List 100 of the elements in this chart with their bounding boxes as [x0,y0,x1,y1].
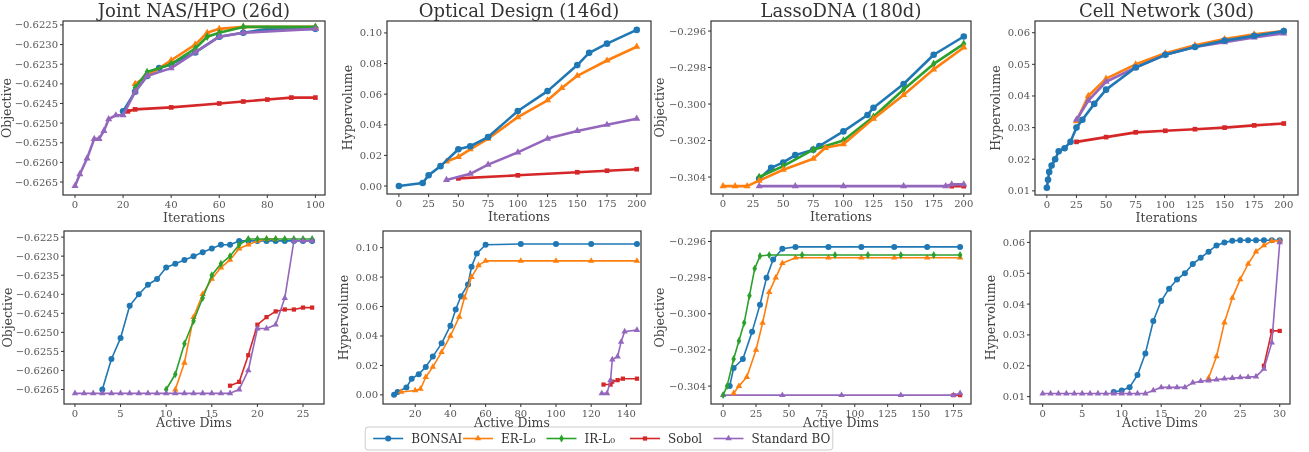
x-tick-label: 175 [1244,199,1264,210]
chart-title: Optical Design (146d) [418,0,620,21]
x-tick-label: 20 [1194,408,1208,419]
y-tick-label: −0.6240 [15,288,59,300]
x-tick-label: 120 [581,408,601,419]
y-tick-label: 0.03 [1007,122,1030,134]
y-tick-label: 0.08 [355,271,378,283]
x-tick-label: 40 [164,199,178,210]
chart-title: Joint NAS/HPO (26d) [95,0,291,21]
x-tick-label: 200 [1274,199,1294,210]
y-tick-label: −0.6250 [15,326,59,338]
x-tick-label: 100 [305,199,325,210]
x-axis-title: Iterations [488,209,550,224]
x-tick-label: 0 [719,408,727,419]
legend-label: ER-L₀ [501,431,536,446]
x-tick-label: 75 [1129,199,1143,210]
y-tick-label: 0.02 [1002,360,1025,372]
legend-label: BONSAI [411,431,463,446]
x-tick-label: 150 [1215,199,1235,210]
y-tick-label: 0.06 [1007,27,1030,39]
y-tick-label: −0.6235 [14,58,58,70]
x-tick-label: 150 [894,198,914,209]
y-tick-label: −0.298 [668,62,706,74]
y-tick-label: 0.04 [1002,298,1025,310]
x-tick-label: 100 [546,408,566,419]
x-tick-label: 20 [408,408,422,419]
y-axis-title: Hypervolume [987,65,1003,151]
y-tick-label: −0.296 [668,25,706,37]
y-tick-label: −0.6240 [14,78,58,90]
y-tick-label: 0.10 [359,27,382,39]
x-tick-label: 0 [1039,408,1046,419]
x-tick-label: 25 [296,408,310,419]
y-tick-label: 0.08 [359,58,382,70]
x-tick-label: 25 [1233,408,1247,419]
x-tick-label: 0 [1043,199,1051,210]
x-tick-label: 50 [1099,199,1113,210]
y-tick-label: 0.02 [1007,153,1030,165]
x-tick-label: 80 [260,199,274,210]
y-axis-title: Objective [652,77,668,138]
x-tick-label: 150 [911,408,931,419]
x-axis-title: Iterations [810,209,872,224]
x-tick-label: 50 [451,198,465,209]
legend-label: Standard BO [751,431,831,446]
y-tick-label: −0.298 [668,272,706,284]
y-tick-label: −0.296 [668,235,706,247]
y-axis-title: Objective [0,287,15,348]
y-tick-label: 0.06 [355,301,378,313]
y-tick-label: −0.6245 [15,307,59,319]
x-tick-label: 200 [954,198,974,209]
y-tick-label: −0.6255 [15,345,59,357]
x-tick-label: 5 [117,408,124,419]
y-tick-label: −0.304 [668,380,706,392]
y-tick-label: −0.6260 [14,156,58,168]
y-tick-label: −0.6255 [14,137,58,149]
x-tick-label: 0 [395,198,403,209]
y-tick-label: 0.05 [1002,267,1025,279]
y-tick-label: 0.04 [359,119,382,131]
y-tick-label: −0.300 [668,98,706,110]
y-tick-label: 0.02 [359,149,382,161]
x-tick-label: 175 [924,198,944,209]
y-tick-label: −0.6225 [15,231,59,243]
x-tick-label: 30 [1273,408,1287,419]
x-tick-label: 100 [1155,199,1175,210]
y-tick-label: 0.01 [1007,185,1030,197]
x-tick-label: 125 [537,198,558,209]
x-tick-label: 200 [627,198,647,209]
legend-label: Sobol [668,431,703,446]
x-tick-label: 20 [116,199,130,210]
x-tick-label: 175 [943,408,964,419]
x-tick-label: 150 [567,198,587,209]
y-tick-label: −0.6245 [14,97,58,109]
x-tick-label: 25 [746,198,760,209]
y-tick-label: 0.06 [1002,236,1025,248]
y-axis-title: Hypervolume [339,64,355,151]
x-tick-label: 75 [806,198,820,209]
legend-label: IR-L₀ [584,431,616,446]
x-tick-label: 125 [1185,199,1205,210]
x-tick-label: 20 [251,408,264,419]
x-tick-label: 140 [616,408,636,419]
x-tick-label: 50 [776,198,790,209]
x-axis-title: Iterations [1135,210,1198,225]
y-tick-label: 0.05 [1007,58,1030,70]
x-tick-label: 25 [749,408,763,419]
x-tick-label: 25 [422,198,435,209]
y-tick-label: −0.6250 [14,117,58,129]
x-tick-label: 125 [863,198,884,209]
chart-title: LassoDNA (180d) [760,0,922,21]
y-tick-label: 0.00 [355,389,378,401]
y-tick-label: −0.304 [668,171,706,183]
x-tick-label: 25 [1070,199,1083,210]
x-tick-label: 60 [212,199,226,210]
y-tick-label: −0.6230 [15,250,59,262]
y-axis-title: Hypervolume [982,274,998,361]
x-tick-label: 40 [444,408,457,419]
x-tick-label: 0 [71,199,79,210]
y-tick-label: −0.300 [668,308,706,320]
x-tick-label: 50 [782,408,796,419]
x-tick-label: 5 [1078,408,1086,419]
x-tick-label: 175 [597,198,617,209]
y-tick-label: −0.6260 [15,364,59,376]
